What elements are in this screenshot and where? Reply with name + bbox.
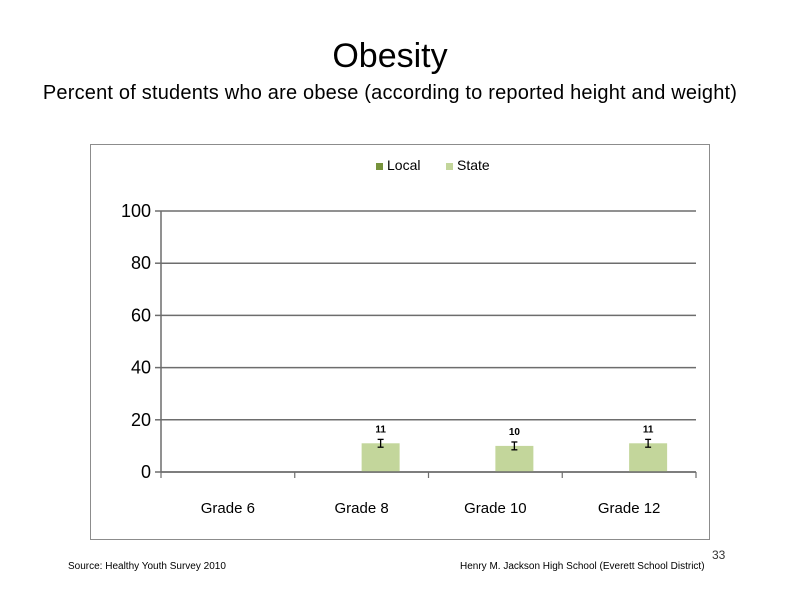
- y-tick-label: 60: [131, 305, 151, 325]
- x-category-label: Grade 6: [201, 500, 255, 517]
- chart-frame: 0 20 40 60 80 100 Grade 6 Grade 8 Grade 10 Grade …: [90, 144, 710, 540]
- footer-school: Henry M. Jackson High School (Everett Sc…: [460, 561, 705, 572]
- x-category-label: Grade 8: [335, 500, 389, 517]
- legend-label: State: [457, 157, 490, 173]
- legend-label: Local: [387, 157, 420, 173]
- bar: [361, 443, 400, 472]
- x-category-label: Grade 10: [464, 500, 527, 517]
- bar-chart: 0 20 40 60 80 100 Grade 6 Grade 8 Grade 10 Grade …: [121, 157, 697, 517]
- y-tick-label: 20: [131, 410, 151, 430]
- data-label: 11: [643, 424, 654, 435]
- footer-source: Source: Healthy Youth Survey 2010: [68, 561, 226, 572]
- legend-swatch: [446, 163, 453, 170]
- data-label: 11: [375, 424, 386, 435]
- x-category-label: Grade 12: [598, 500, 661, 517]
- y-tick-label: 40: [131, 358, 151, 378]
- y-tick-label: 100: [121, 201, 151, 221]
- y-tick-label: 80: [131, 253, 151, 273]
- slide-subtitle: Percent of students who are obese (accor…: [42, 82, 738, 104]
- data-label: 10: [509, 427, 521, 438]
- slide-title: Obesity: [332, 37, 448, 75]
- y-tick-label: 0: [141, 462, 151, 482]
- legend-swatch: [376, 163, 383, 170]
- page-number: 33: [712, 548, 726, 562]
- bar: [629, 443, 668, 472]
